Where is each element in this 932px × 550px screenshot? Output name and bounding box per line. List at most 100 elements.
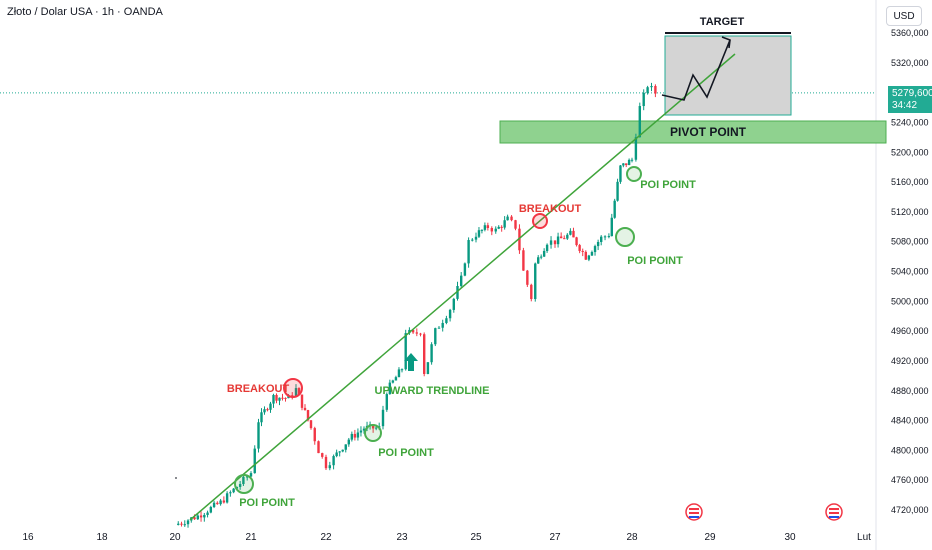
candle-body[interactable] bbox=[423, 334, 426, 374]
candle-body[interactable] bbox=[526, 270, 529, 285]
candle-body[interactable] bbox=[441, 322, 444, 328]
candle-body[interactable] bbox=[196, 515, 199, 520]
economic-event-flag-icon-2[interactable] bbox=[825, 503, 843, 521]
candle-body[interactable] bbox=[306, 410, 310, 421]
poi-marker-2[interactable] bbox=[364, 424, 382, 442]
candle-body[interactable] bbox=[437, 327, 441, 329]
candle-body[interactable] bbox=[556, 236, 560, 245]
poi-marker-1[interactable] bbox=[234, 474, 254, 494]
candle-body[interactable] bbox=[483, 225, 487, 230]
candle-body[interactable] bbox=[397, 369, 401, 378]
candle-body[interactable] bbox=[183, 524, 186, 526]
candle-body[interactable] bbox=[619, 165, 622, 182]
candle-body[interactable] bbox=[246, 476, 249, 478]
candle-body[interactable] bbox=[297, 388, 301, 395]
candle-body[interactable] bbox=[291, 395, 294, 397]
candle-body[interactable] bbox=[537, 257, 540, 264]
candle-body[interactable] bbox=[497, 226, 500, 229]
candle-body[interactable] bbox=[229, 492, 232, 494]
candle-body[interactable] bbox=[216, 502, 219, 505]
candle-body[interactable] bbox=[445, 318, 448, 323]
candle-body[interactable] bbox=[456, 286, 459, 299]
candle-body[interactable] bbox=[269, 403, 272, 410]
candle-body[interactable] bbox=[309, 420, 313, 429]
candle-body[interactable] bbox=[480, 229, 484, 231]
candle-body[interactable] bbox=[587, 255, 591, 260]
candle-body[interactable] bbox=[622, 163, 625, 166]
candle-body[interactable] bbox=[553, 240, 557, 245]
candle-body[interactable] bbox=[362, 428, 366, 431]
candle-body[interactable] bbox=[324, 456, 328, 469]
candle-body[interactable] bbox=[371, 424, 375, 429]
candle-body[interactable] bbox=[514, 220, 517, 229]
candle-body[interactable] bbox=[350, 433, 354, 440]
candle-body[interactable] bbox=[356, 432, 360, 438]
candle-body[interactable] bbox=[634, 137, 638, 160]
candle-body[interactable] bbox=[332, 456, 335, 466]
candle-body[interactable] bbox=[566, 234, 569, 239]
candle-body[interactable] bbox=[500, 226, 503, 228]
candle-body[interactable] bbox=[467, 240, 470, 264]
candle-body[interactable] bbox=[434, 328, 437, 345]
candle-body[interactable] bbox=[385, 394, 388, 410]
time-axis[interactable]: 16 18 20 21 22 23 25 27 28 29 30 Lut bbox=[22, 532, 871, 543]
candle-body[interactable] bbox=[503, 220, 506, 228]
candle-body[interactable] bbox=[411, 329, 415, 333]
candle-body[interactable] bbox=[463, 263, 467, 276]
candle-body[interactable] bbox=[426, 362, 430, 374]
candle-body[interactable] bbox=[563, 238, 566, 240]
candle-body[interactable] bbox=[212, 502, 216, 508]
candle-body[interactable] bbox=[581, 250, 584, 252]
candle-body[interactable] bbox=[650, 86, 653, 88]
candle-body[interactable] bbox=[317, 441, 320, 454]
candle-body[interactable] bbox=[572, 230, 575, 238]
candle-body[interactable] bbox=[394, 377, 398, 381]
candle-body[interactable] bbox=[341, 449, 344, 452]
breakout-marker-1[interactable] bbox=[283, 378, 303, 398]
candle-body[interactable] bbox=[263, 409, 266, 413]
candle-body[interactable] bbox=[253, 448, 256, 474]
candle-body[interactable] bbox=[391, 380, 395, 383]
candle-body[interactable] bbox=[257, 422, 260, 449]
candle-body[interactable] bbox=[242, 476, 245, 485]
candle-body[interactable] bbox=[260, 412, 263, 423]
candle-body[interactable] bbox=[578, 245, 581, 251]
candle-body[interactable] bbox=[584, 251, 587, 260]
currency-selector[interactable]: USD bbox=[886, 6, 922, 26]
candle-body[interactable] bbox=[539, 256, 543, 258]
candle-body[interactable] bbox=[518, 228, 521, 251]
candle-body[interactable] bbox=[199, 515, 203, 518]
candle-body[interactable] bbox=[219, 500, 222, 505]
candle-body[interactable] bbox=[186, 520, 190, 525]
candle-body[interactable] bbox=[630, 159, 634, 161]
candle-body[interactable] bbox=[642, 92, 645, 107]
candle-body[interactable] bbox=[549, 240, 553, 245]
candle-body[interactable] bbox=[313, 428, 316, 442]
candle-body[interactable] bbox=[522, 250, 525, 271]
candle-body[interactable] bbox=[404, 333, 407, 370]
pivot-zone[interactable] bbox=[499, 120, 887, 144]
target-zone[interactable] bbox=[664, 35, 792, 116]
candle-body[interactable] bbox=[177, 523, 180, 525]
candle-body[interactable] bbox=[474, 236, 478, 240]
candle-body[interactable] bbox=[249, 473, 253, 477]
candle-body[interactable] bbox=[448, 309, 452, 319]
candle-body[interactable] bbox=[603, 236, 607, 238]
candle-body[interactable] bbox=[616, 181, 619, 201]
candle-body[interactable] bbox=[419, 333, 422, 335]
candle-body[interactable] bbox=[545, 244, 549, 251]
candle-body[interactable] bbox=[321, 453, 324, 457]
candle-body[interactable] bbox=[281, 397, 284, 399]
candle-body[interactable] bbox=[460, 275, 463, 287]
candle-body[interactable] bbox=[569, 230, 572, 235]
candle-body[interactable] bbox=[590, 252, 594, 256]
candle-body[interactable] bbox=[300, 394, 304, 408]
candle-body[interactable] bbox=[381, 409, 385, 427]
candle-body[interactable] bbox=[193, 517, 196, 520]
candle-body[interactable] bbox=[607, 236, 611, 238]
candle-body[interactable] bbox=[374, 427, 378, 429]
candle-body[interactable] bbox=[206, 512, 209, 515]
candle-body[interactable] bbox=[335, 452, 338, 457]
poi-marker-4[interactable] bbox=[626, 166, 642, 182]
